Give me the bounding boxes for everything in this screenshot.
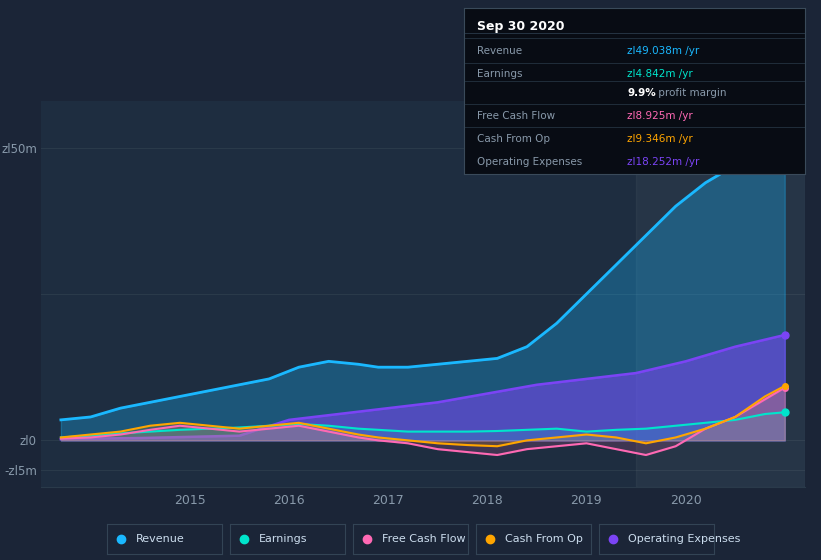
Text: Cash From Op: Cash From Op (478, 134, 551, 144)
Text: 9.9%: 9.9% (627, 88, 656, 97)
Text: profit margin: profit margin (654, 88, 726, 97)
Text: Revenue: Revenue (135, 534, 184, 544)
Bar (636, 101, 805, 487)
Text: Earnings: Earnings (478, 69, 523, 80)
Text: zl9.346m /yr: zl9.346m /yr (627, 134, 693, 144)
Text: zl4.842m /yr: zl4.842m /yr (627, 69, 693, 80)
Text: zl18.252m /yr: zl18.252m /yr (627, 157, 699, 167)
Text: Revenue: Revenue (478, 46, 523, 57)
Text: zl49.038m /yr: zl49.038m /yr (627, 46, 699, 57)
Text: Free Cash Flow: Free Cash Flow (382, 534, 466, 544)
Text: Earnings: Earnings (259, 534, 307, 544)
Text: zl8.925m /yr: zl8.925m /yr (627, 111, 693, 121)
Text: Operating Expenses: Operating Expenses (628, 534, 741, 544)
Text: Free Cash Flow: Free Cash Flow (478, 111, 556, 121)
Text: Sep 30 2020: Sep 30 2020 (478, 20, 565, 33)
Text: Cash From Op: Cash From Op (505, 534, 583, 544)
Text: Operating Expenses: Operating Expenses (478, 157, 583, 167)
